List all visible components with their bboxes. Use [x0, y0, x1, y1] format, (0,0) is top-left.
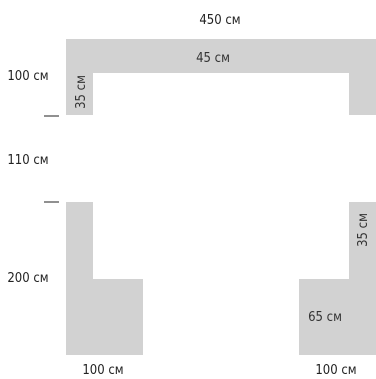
- middle-gap-label: 110 см: [7, 153, 48, 168]
- bottom-height-label: 200 см: [7, 271, 48, 286]
- bottom-right-l-block: [299, 202, 376, 355]
- bottom-left-base-label: 100 см: [82, 363, 123, 378]
- top-left-height-label: 100 см: [7, 69, 48, 84]
- total-width-label: 450 см: [199, 13, 240, 28]
- top-inner-leg-label: 35 см: [74, 75, 89, 109]
- top-u-block: [66, 39, 376, 115]
- bottom-right-inner-label: 65 см: [308, 310, 342, 325]
- bottom-right-base-label: 100 см: [315, 363, 356, 378]
- bottom-left-l-block: [66, 202, 143, 355]
- bar-height-label: 45 см: [196, 51, 230, 66]
- bottom-right-leg-label: 35 см: [356, 213, 371, 247]
